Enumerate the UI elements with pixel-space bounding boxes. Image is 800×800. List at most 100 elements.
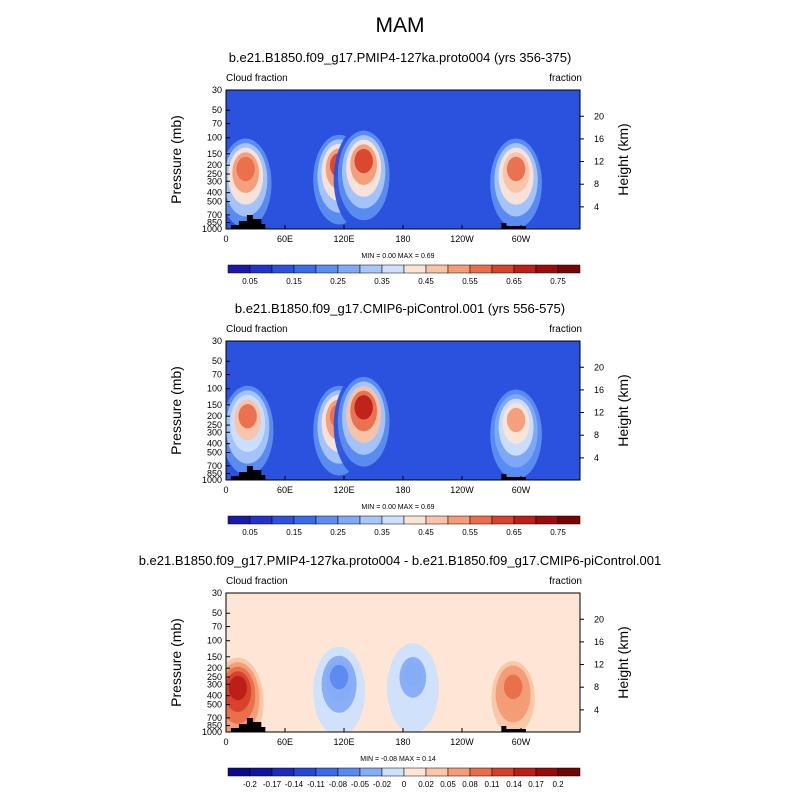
y-tick-label: 100 xyxy=(207,133,222,143)
stats-label: MIN = 0.00 MAX = 0.69 xyxy=(361,504,434,511)
y-tick-label: 300 xyxy=(207,679,222,689)
colorbar: 0.05 0.15 0.25 0.35 0.45 0.55 0.65 0.75 xyxy=(227,264,581,286)
y-tick-label: 1000 xyxy=(202,224,222,234)
y-tick-label: 1000 xyxy=(202,727,222,737)
x-tick-label: 0 xyxy=(223,234,228,244)
colorbar-swatch xyxy=(491,515,515,525)
colorbar-swatch xyxy=(447,515,471,525)
colorbar-label: 0.35 xyxy=(374,277,390,286)
field-contours xyxy=(226,126,547,229)
colorbar-swatch xyxy=(227,767,251,777)
colorbar-swatch xyxy=(425,515,449,525)
colorbar-swatch xyxy=(425,767,449,777)
stats-label: MIN = -0.08 MAX = 0.14 xyxy=(360,756,436,763)
y-tick-label: 700 xyxy=(207,461,222,471)
colorbar-swatch xyxy=(557,767,581,777)
figure-title: MAM xyxy=(375,14,425,37)
colorbar-label: 0.65 xyxy=(506,528,522,537)
x-tick-label: 180 xyxy=(395,737,410,747)
x-tick-label: 120E xyxy=(333,737,354,747)
x-tick-label: 120E xyxy=(333,485,354,495)
left-corner-label: Cloud fraction xyxy=(226,73,288,84)
colorbar-label: 0.05 xyxy=(242,528,258,537)
left-corner-label: Cloud fraction xyxy=(226,576,288,587)
colorbar-swatch xyxy=(359,767,383,777)
colorbar-swatch xyxy=(469,264,493,274)
colorbar-swatch xyxy=(271,264,295,274)
colorbar-swatch xyxy=(315,515,339,525)
colorbar-label: 0.25 xyxy=(330,528,346,537)
x-tick-label: 180 xyxy=(395,234,410,244)
topography-andes xyxy=(501,726,526,732)
right-axis-title: Height (km) xyxy=(615,123,631,195)
right-tick-label: 4 xyxy=(594,202,599,212)
colorbar-label: 0.55 xyxy=(462,277,478,286)
y-tick-label: 30 xyxy=(212,85,222,95)
colorbar-swatch xyxy=(381,264,405,274)
right-tick-label: 20 xyxy=(594,614,604,624)
y-tick-label: 150 xyxy=(207,400,222,410)
y-axis-title: Pressure (mb) xyxy=(168,115,184,204)
colorbar-label: 0.11 xyxy=(485,780,501,789)
y-tick-label: 400 xyxy=(207,691,222,701)
colorbar-swatch xyxy=(227,515,251,525)
y-tick-label: 250 xyxy=(207,672,222,682)
colorbar-swatch xyxy=(447,264,471,274)
colorbar-label: 0.35 xyxy=(374,528,390,537)
y-tick-label: 70 xyxy=(212,119,222,129)
y-tick-label: 30 xyxy=(212,336,222,346)
colorbar-swatch xyxy=(491,767,515,777)
heatmap-panel-3: b.e21.B1850.f09_g17.PMIP4-127ka.proto004… xyxy=(139,553,662,789)
y-tick-label: 1000 xyxy=(202,475,222,485)
x-tick-label: 60E xyxy=(277,737,293,747)
right-tick-label: 12 xyxy=(594,660,604,670)
colorbar-swatch xyxy=(469,515,493,525)
colorbar-swatch xyxy=(491,264,515,274)
y-tick-label: 150 xyxy=(207,652,222,662)
colorbar-swatch xyxy=(359,264,383,274)
colorbar-label: 0.15 xyxy=(286,277,302,286)
y-axis-title: Pressure (mb) xyxy=(168,618,184,707)
right-tick-label: 12 xyxy=(594,157,604,167)
colorbar-swatch xyxy=(557,515,581,525)
contour-africa-upper-cloud xyxy=(238,404,257,429)
colorbar-swatch xyxy=(513,264,537,274)
x-tick-label: 60E xyxy=(277,234,293,244)
y-tick-label: 500 xyxy=(207,197,222,207)
right-tick-label: 20 xyxy=(594,111,604,121)
x-tick-label: 60E xyxy=(277,485,293,495)
y-tick-label: 500 xyxy=(207,448,222,458)
y-tick-label: 30 xyxy=(212,588,222,598)
x-tick-label: 60W xyxy=(512,737,531,747)
y-tick-label: 100 xyxy=(207,636,222,646)
y-tick-label: 200 xyxy=(207,160,222,170)
colorbar-swatch xyxy=(469,767,493,777)
colorbar-swatch xyxy=(381,767,405,777)
y-axis-title: Pressure (mb) xyxy=(168,366,184,455)
right-tick-label: 8 xyxy=(594,430,599,440)
colorbar-label: 0.75 xyxy=(550,277,566,286)
x-tick-label: 60W xyxy=(512,485,531,495)
y-tick-label: 50 xyxy=(212,608,222,618)
right-tick-label: 8 xyxy=(594,682,599,692)
colorbar-label: 0.02 xyxy=(418,780,434,789)
y-tick-label: 250 xyxy=(207,169,222,179)
colorbar-swatch xyxy=(271,767,295,777)
y-tick-label: 50 xyxy=(212,105,222,115)
right-tick-label: 4 xyxy=(594,705,599,715)
right-corner-label: fraction xyxy=(549,576,582,587)
contour-africa-increase xyxy=(228,675,247,701)
colorbar-label: -0.2 xyxy=(243,780,257,789)
colorbar-swatch xyxy=(535,515,559,525)
colorbar-label: -0.17 xyxy=(263,780,282,789)
colorbar-swatch xyxy=(403,767,427,777)
colorbar-swatch xyxy=(293,264,317,274)
colorbar-swatch xyxy=(315,767,339,777)
colorbar-label: 0.17 xyxy=(528,780,544,789)
colorbar-label: -0.08 xyxy=(329,780,348,789)
colorbar-swatch xyxy=(425,264,449,274)
colorbar-label: 0.75 xyxy=(550,528,566,537)
y-tick-label: 200 xyxy=(207,663,222,673)
colorbar-label: -0.05 xyxy=(351,780,370,789)
field-contours xyxy=(226,638,544,732)
